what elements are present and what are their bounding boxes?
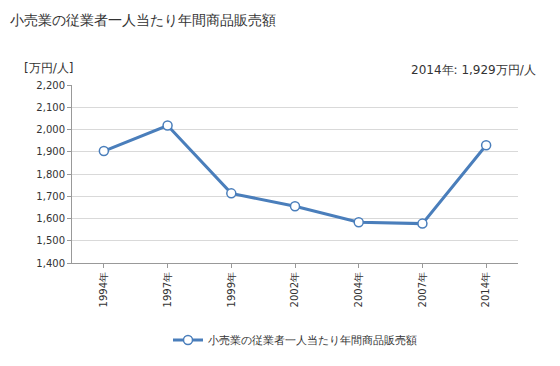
svg-text:2014年: 1,929万円/人: 2014年: 1,929万円/人 [411,63,536,77]
svg-text:1997年: 1997年 [162,272,173,307]
svg-text:2002年: 2002年 [289,272,300,307]
svg-text:2007年: 2007年 [417,272,428,307]
svg-text:1,800: 1,800 [36,169,65,180]
svg-text:2,000: 2,000 [36,124,65,135]
svg-text:1,400: 1,400 [36,258,65,269]
svg-text:1999年: 1999年 [226,272,237,307]
svg-text:1,700: 1,700 [36,191,65,202]
svg-text:1,500: 1,500 [36,235,65,246]
svg-text:[万円/人]: [万円/人] [24,61,73,75]
svg-text:1,600: 1,600 [36,213,65,224]
svg-text:2,100: 2,100 [36,102,65,113]
svg-text:小売業の従業者一人当たり年間商品販売額: 小売業の従業者一人当たり年間商品販売額 [208,334,417,347]
svg-text:1,900: 1,900 [36,146,65,157]
svg-text:小売業の従業者一人当たり年間商品販売額: 小売業の従業者一人当たり年間商品販売額 [10,12,276,28]
svg-text:2004年: 2004年 [353,272,364,307]
svg-text:2,200: 2,200 [36,80,65,91]
svg-text:2014年: 2014年 [480,272,491,307]
svg-text:1994年: 1994年 [98,272,109,307]
